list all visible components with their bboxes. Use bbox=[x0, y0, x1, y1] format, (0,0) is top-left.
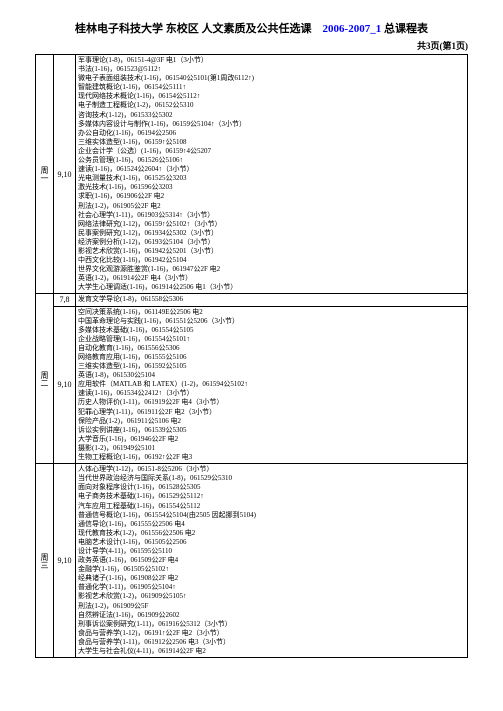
course-line: 多媒体内容设计与制作(1-16)，06159公5104↑（3小节） bbox=[78, 120, 465, 129]
time-slot-cell: 9,10 bbox=[54, 55, 76, 294]
table-row: 9,10空间决策系统(1-16)，061149E公2506 电2中国革命理论与实… bbox=[36, 306, 468, 464]
day-cell: 周三 bbox=[36, 464, 54, 658]
time-slot-cell: 9,10 bbox=[54, 306, 76, 464]
title-suffix: 总课程表 bbox=[381, 23, 428, 35]
course-line: 面向对象程序设计(1-16)，061528公5305 bbox=[78, 483, 465, 492]
course-line: 公务员管理(1-16)，061526公5106↑ bbox=[78, 156, 465, 165]
course-line: 当代世界政治经济与国际关系(1-8)，061529公5310 bbox=[78, 474, 465, 483]
course-line: 电子制造工程概论(1-2)，06152公5310 bbox=[78, 101, 465, 110]
course-line: 求职(1-16)，061906公2F 电2 bbox=[78, 192, 465, 201]
course-line: 光电测量技术(1-16)，061525公3203 bbox=[78, 174, 465, 183]
course-line: 电子商务技术基础(1-16)，061529公5112↑ bbox=[78, 492, 465, 501]
course-line: 自然辨证法(1-16)，061909公2602 bbox=[78, 611, 465, 620]
course-line: 发育文学导论(1-8)，061558公5306 bbox=[78, 295, 465, 304]
course-line: 网络教育应用(1-16)，061555公5106 bbox=[78, 353, 465, 362]
course-line: 设计导学(4-11)，061595公5110 bbox=[78, 547, 465, 556]
course-line: 影视艺术欣赏(1-2)，061909公5105↑ bbox=[78, 592, 465, 601]
course-line: 通信导论(1-16)，061555公2506 电4 bbox=[78, 520, 465, 529]
course-line: 大学生心理调适(1-16)，061914公2506 电1（3小节） bbox=[78, 283, 465, 292]
course-line: 金融学(1-16)，061505公5102↑ bbox=[78, 565, 465, 574]
course-line: 经典诸子(1-16)，061908公2F 电2 bbox=[78, 574, 465, 583]
table-row: 周三9,10人体心理学(1-12)，06151-8公5206（3小节）当代世界政… bbox=[36, 464, 468, 658]
course-line: 智能建筑概论(1-16)，06154公5111↑ bbox=[78, 83, 465, 92]
course-line: 三维实体造型(1-16)，061592公5105 bbox=[78, 362, 465, 371]
course-line: 生物工程概论(1-16)，06192↑公2F 电3 bbox=[78, 453, 465, 462]
course-line: 速读(1-16)，061534公2412↑（3小节） bbox=[78, 389, 465, 398]
course-line: 企业会计学（公选）(1-16)，06159↑4公5207 bbox=[78, 147, 465, 156]
course-line: 英语(1-2)，061914公2F 电4（3小节） bbox=[78, 274, 465, 283]
course-line: 食品与营养学(1-11)，061912公2506 电3（3小节） bbox=[78, 638, 465, 647]
page-subtitle: 共3页(第1页) bbox=[35, 39, 468, 52]
course-line: 网络法律研究(1-12)，06159↑公5102↑（3小节） bbox=[78, 220, 465, 229]
course-line: 微电子表面组装技术(1-16)，061540公5101(第1周改6112↑) bbox=[78, 74, 465, 83]
courses-cell: 发育文学导论(1-8)，061558公5306 bbox=[76, 294, 468, 306]
course-line: 摄影(1-2)，061949公5101 bbox=[78, 444, 465, 453]
course-line: 大学音乐(1-16)，061946公2F 电2 bbox=[78, 435, 465, 444]
table-row: 周一9,10军事理论(1-8)，06151-4@3F 电1（3小节）书法(1-1… bbox=[36, 55, 468, 294]
course-line: 政务英语(1-16)，061509公2F 电4 bbox=[78, 556, 465, 565]
course-line: 电脑艺术设计(1-16)，061505公2506 bbox=[78, 538, 465, 547]
course-line: 空间决策系统(1-16)，061149E公2506 电2 bbox=[78, 308, 465, 317]
course-line: 中国革命理论与实践(1-16)，061551公5206（3小节） bbox=[78, 317, 465, 326]
course-line: 普通信号概论(1-16)，061554公5104(由2505 因起挪到5104) bbox=[78, 511, 465, 520]
course-line: 刑事诉讼案例研究(1-11)，061916公5312（3小节） bbox=[78, 620, 465, 629]
time-slot-cell: 9,10 bbox=[54, 464, 76, 658]
course-line: 刑法(1-2)，061905公2F 电2 bbox=[78, 202, 465, 211]
course-line: 人体心理学(1-12)，06151-8公5206（3小节） bbox=[78, 465, 465, 474]
course-line: 保险产品(1-2)，061911公5106 电2 bbox=[78, 417, 465, 426]
course-line: 激光技术(1-16)，061596公3203 bbox=[78, 183, 465, 192]
schedule-table: 周一9,10军事理论(1-8)，06151-4@3F 电1（3小节）书法(1-1… bbox=[35, 54, 468, 658]
course-line: 社会心理学(1-11)，061903公5314↑（3小节） bbox=[78, 211, 465, 220]
course-line: 现代网络技术概论(1-16)，06154公5112↑ bbox=[78, 92, 465, 101]
day-cell: 周一 bbox=[36, 55, 54, 294]
course-line: 速读(1-16)，061524公2604↑（3小节） bbox=[78, 165, 465, 174]
page-header: 桂林电子科技大学 东校区 人文素质及公共任选课 2006-2007_1 总课程表 bbox=[35, 20, 468, 36]
day-cell: 周二 bbox=[36, 294, 54, 464]
course-line: 咨询技术(1-12)，061533公5302 bbox=[78, 111, 465, 120]
course-line: 军事理论(1-8)，06151-4@3F 电1（3小节） bbox=[78, 56, 465, 65]
time-slot-cell: 7,8 bbox=[54, 294, 76, 306]
title-prefix: 桂林电子科技大学 东校区 人文素质及公共任选课 bbox=[75, 23, 323, 35]
course-line: 中西文化比较(1-16)，061942公5104 bbox=[78, 256, 465, 265]
course-line: 应用软件（MATLAB 和 LATEX）(1-2)，061594公5102↑ bbox=[78, 380, 465, 389]
course-line: 大学生与社会礼仪(4-11)，061914公2F 电2 bbox=[78, 647, 465, 656]
course-line: 历史人物评价(1-11)，061919公2F 电4（3小节） bbox=[78, 398, 465, 407]
course-line: 刑法(1-2)，061909公5F bbox=[78, 602, 465, 611]
title-year: 2006-2007_1 bbox=[323, 23, 382, 35]
course-line: 普通化学(1-11)，061905公5104↑ bbox=[78, 583, 465, 592]
course-line: 现代教育技术(1-2)，061556公2506 电2 bbox=[78, 529, 465, 538]
courses-cell: 空间决策系统(1-16)，061149E公2506 电2中国革命理论与实践(1-… bbox=[76, 306, 468, 464]
course-line: 民事案例研究(1-12)，061934公5302（3小节） bbox=[78, 229, 465, 238]
course-line: 办公自动化(1-16)，06194公2506 bbox=[78, 129, 465, 138]
course-line: 诉讼实例讲座(1-16)，061539公5305 bbox=[78, 426, 465, 435]
course-line: 书法(1-16)，061523@5112↑ bbox=[78, 65, 465, 74]
table-row: 周二7,8发育文学导论(1-8)，061558公5306 bbox=[36, 294, 468, 306]
course-line: 犯罪心理学(1-11)，061911公2F 电2（3小节） bbox=[78, 408, 465, 417]
courses-cell: 军事理论(1-8)，06151-4@3F 电1（3小节）书法(1-16)，061… bbox=[76, 55, 468, 294]
course-line: 三维实体造型(1-16)，06159↑公5108 bbox=[78, 138, 465, 147]
course-line: 经济案例分析(1-12)，06193公5104（3小节） bbox=[78, 238, 465, 247]
course-line: 食品与营养学(1-12)，06191↑公2F 电2（3小节） bbox=[78, 629, 465, 638]
course-line: 汽车应用工程基础(1-16)，061554公5112 bbox=[78, 502, 465, 511]
courses-cell: 人体心理学(1-12)，06151-8公5206（3小节）当代世界政治经济与国际… bbox=[76, 464, 468, 658]
course-line: 自动化教育(1-16)，061556公5306 bbox=[78, 344, 465, 353]
course-line: 影视艺术欣赏(1-16)，061942公5201（3小节） bbox=[78, 247, 465, 256]
course-line: 多媒体技术基础(1-16)，061554公5105 bbox=[78, 326, 465, 335]
course-line: 世界文化观游源胜鉴赏(1-16)，061947公2F 电2 bbox=[78, 265, 465, 274]
course-line: 企业战略管理(1-16)，061554公5101↑ bbox=[78, 335, 465, 344]
course-line: 英语(1-8)，061530公5104 bbox=[78, 371, 465, 380]
